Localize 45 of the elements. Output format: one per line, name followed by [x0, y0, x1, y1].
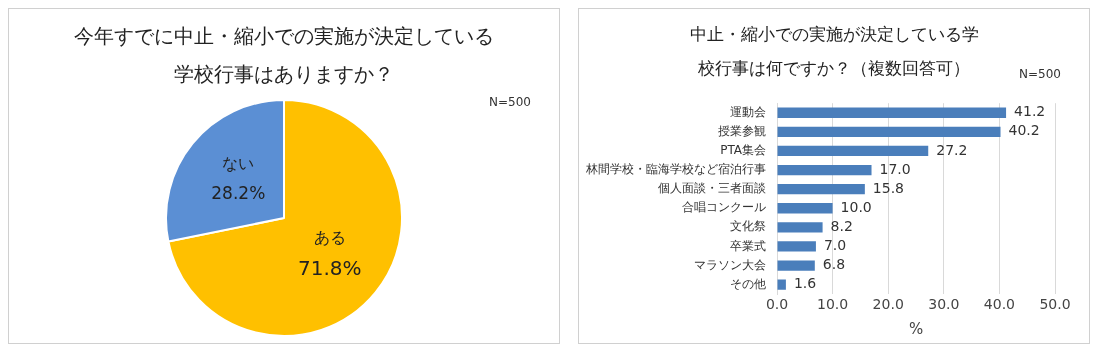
data-label: 1.6 [793, 275, 817, 292]
x-tick-label: 50.0 [1039, 296, 1071, 313]
y-tick-label: マラソン大会 [694, 257, 766, 272]
bar [777, 279, 786, 290]
slice-label: ない [222, 153, 255, 173]
data-label: 6.8 [822, 256, 846, 273]
bar [777, 183, 865, 195]
data-label: 7.0 [823, 237, 847, 254]
y-tick-label: 文化祭 [730, 219, 766, 234]
chart-title: 今年すでに中止・縮小での実施が決定している学校行事はありますか？ [74, 23, 494, 88]
data-label: 8.2 [830, 217, 853, 234]
y-tick-label: 運動会 [730, 104, 766, 119]
data-label: 40.2 [1008, 122, 1040, 139]
bar [777, 241, 816, 252]
data-label: 15.8 [872, 179, 905, 196]
bar [777, 164, 872, 176]
text: N=500 [1019, 67, 1061, 81]
x-axis-title: % [908, 319, 924, 338]
x-tick-label: 20.0 [872, 296, 904, 313]
data-label: 41.2 [1014, 103, 1046, 120]
y-tick-label: その他 [730, 276, 766, 291]
data-label: 28.2% [211, 183, 266, 204]
bar [777, 203, 833, 214]
data-label: 27.2 [936, 141, 968, 158]
y-tick-label: 卒業式 [730, 238, 766, 253]
slice-label: ある [313, 228, 346, 248]
x-tick-label: 30.0 [928, 296, 960, 313]
data-label: 17.0 [879, 160, 911, 177]
y-tick-label: 合唱コンクール [682, 200, 766, 215]
x-tick-label: 10.0 [817, 296, 849, 313]
bar [777, 145, 929, 157]
x-tick-label: 40.0 [983, 296, 1015, 313]
y-tick-label: 林間学校・臨海学校など宿泊行事 [585, 162, 766, 177]
data-label: 10.0 [840, 198, 872, 215]
data-label: 71.8% [297, 255, 362, 280]
bar [777, 222, 823, 233]
chart-title: 中止・縮小での実施が決定している学校行事は何ですか？（複数回答可） [688, 23, 980, 80]
bar [777, 126, 1001, 138]
text: N=500 [489, 95, 531, 109]
y-tick-label: 授業参観 [718, 123, 766, 138]
y-tick-label: PTA集会 [720, 143, 766, 158]
bar [777, 260, 815, 271]
y-tick-label: 個人面談・三者面談 [658, 181, 766, 196]
bar [777, 107, 1007, 118]
x-tick-label: 0.0 [765, 296, 789, 313]
